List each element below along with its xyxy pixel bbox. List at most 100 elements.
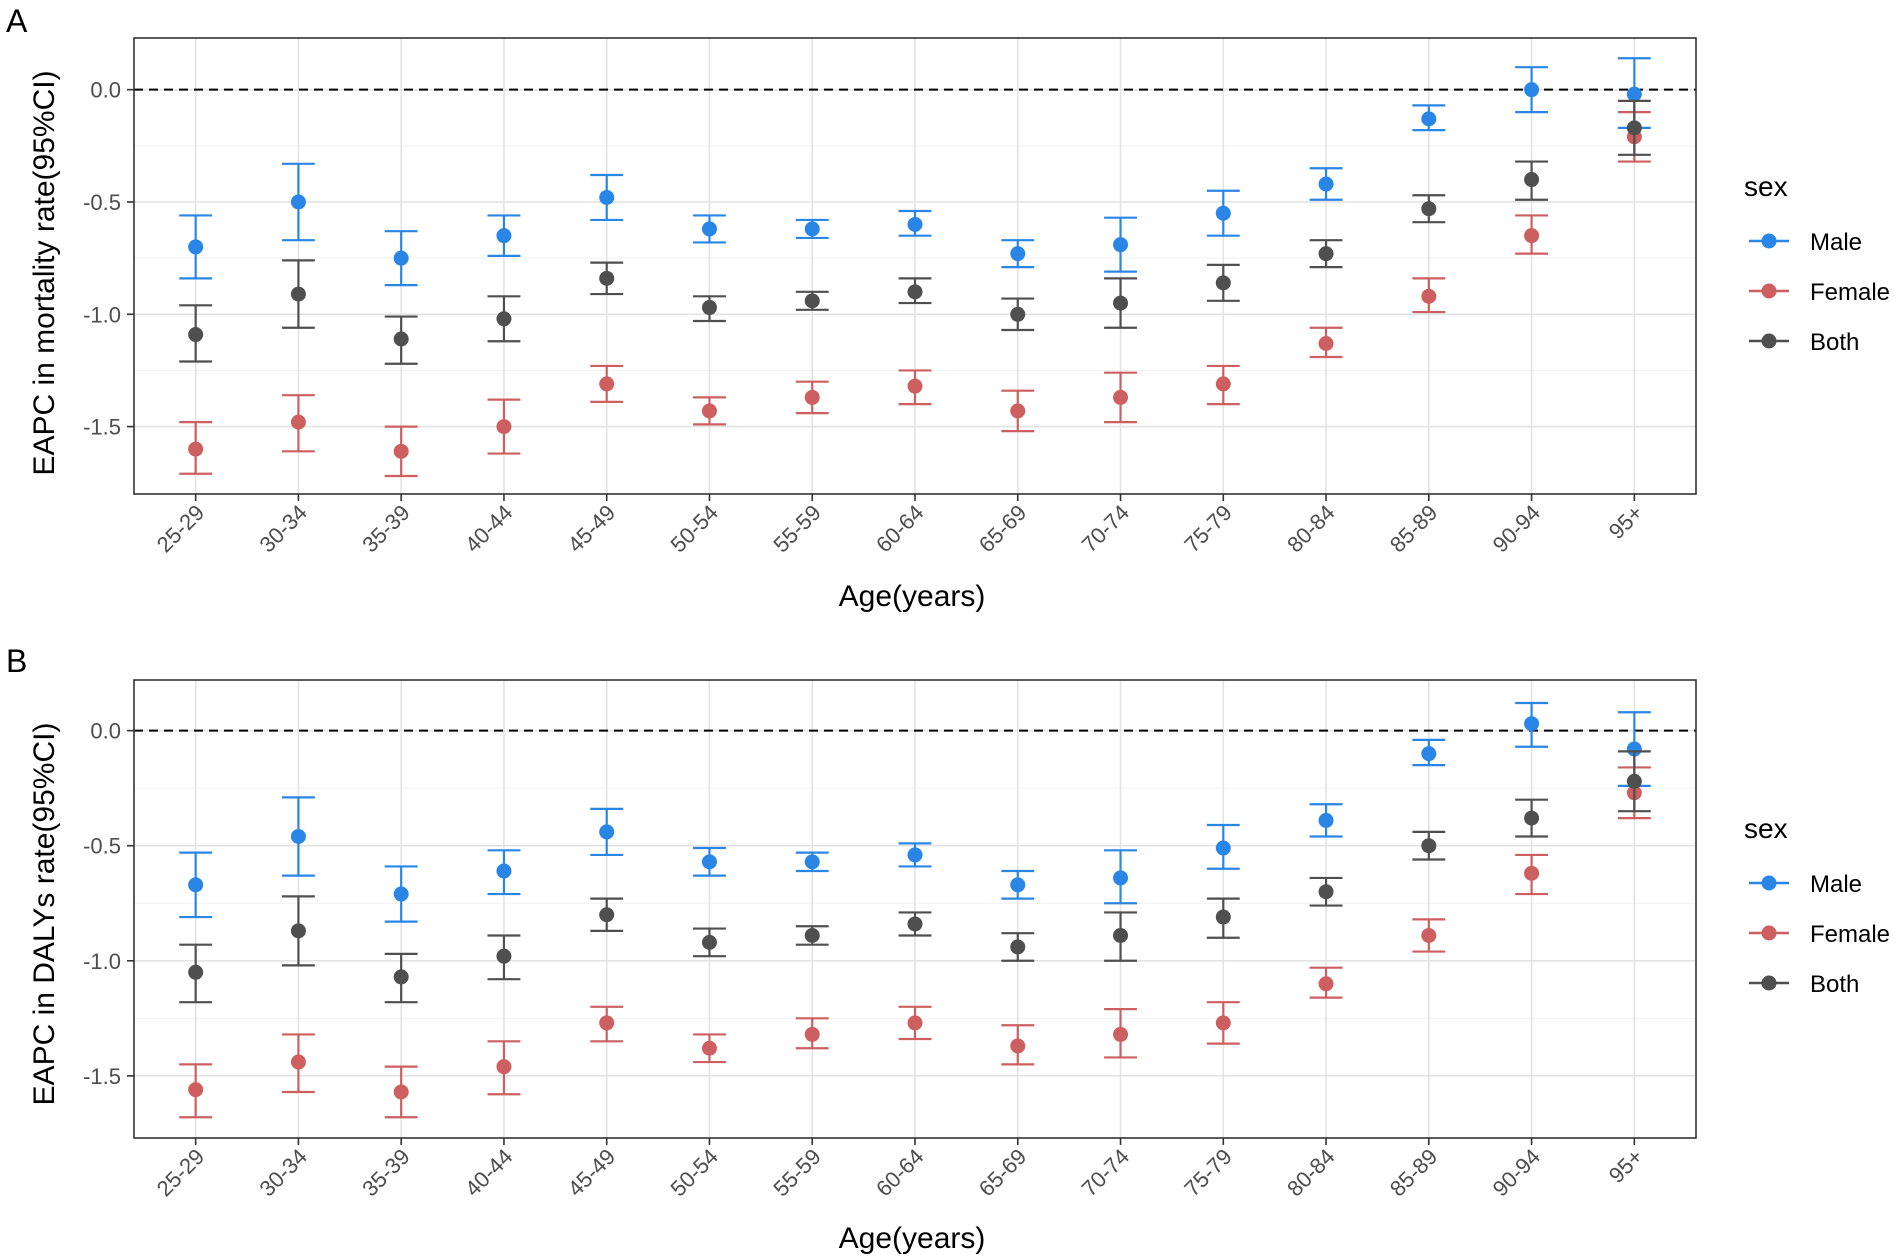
panel-a-tag: A <box>6 3 28 39</box>
panel-a-male-point <box>1626 86 1642 102</box>
panel-a-both-point <box>907 284 923 300</box>
panel-a-both-point <box>1010 306 1026 322</box>
legend-b-label: Male <box>1810 871 1862 898</box>
panel-b-x-tick-label: 25-29 <box>152 1144 209 1201</box>
panel-b-x-tick-label: 70-74 <box>1077 1144 1134 1201</box>
panel-a-male-point <box>907 216 923 232</box>
panel-a-male-point <box>599 189 615 205</box>
panel-a-male-point <box>701 221 717 237</box>
panel-b-female-point <box>1113 1026 1129 1042</box>
panel-b-male-point <box>496 863 512 879</box>
panel-b-male-point <box>701 854 717 870</box>
panel-a-plot-area: 0.0 -0.5 -1.0 -1.5 25-29 30-34 35-39 40-44 45-49… <box>83 37 1697 557</box>
panel-b-male-point <box>1421 746 1437 762</box>
legend-a-key-female: Female <box>1749 279 1890 306</box>
legend-b-key-male: Male <box>1749 871 1862 898</box>
panel-a-y-axis-title: EAPC in mortality rate(95%CI) <box>28 70 61 475</box>
panel-b-x-tick-label: 45-49 <box>563 1144 620 1201</box>
panel-b-both-point <box>393 969 409 985</box>
panel-b-male-point <box>599 824 615 840</box>
legend-b-label: Female <box>1810 921 1890 948</box>
panel-a-female-point <box>496 419 512 435</box>
panel-a-both-point <box>188 327 204 343</box>
panel-a-male-point <box>188 239 204 255</box>
panel-a-x-tick-label: 90-94 <box>1488 500 1545 557</box>
panel-b-both-point <box>1421 838 1437 854</box>
panel-b-both-point <box>907 916 923 932</box>
legend-a-label: Female <box>1810 279 1890 306</box>
panel-a-y-tick-label: -0.5 <box>83 190 121 215</box>
panel-a-x-tick-label: 80-84 <box>1282 500 1339 557</box>
panel-b-female-point <box>599 1015 615 1031</box>
panel-b-male-point <box>1010 877 1026 893</box>
panel-b-x-tick-label: 90-94 <box>1488 1144 1545 1201</box>
panel-a-female-point <box>1318 335 1334 351</box>
panel-a-female-point <box>599 376 615 392</box>
panel-b-male-point <box>188 877 204 893</box>
panel-a-x-tick-label: 30-34 <box>254 500 311 557</box>
panel-a-both-point <box>496 311 512 327</box>
panel-a-x-tick-label: 85-89 <box>1385 500 1442 557</box>
panel-a-female-point <box>393 443 409 459</box>
panel-b-both-point <box>188 964 204 980</box>
legend-b: sex Male Female Both <box>1744 813 1890 998</box>
panel-b-both-point <box>290 923 306 939</box>
panel-b-x-tick-label: 95+ <box>1604 1144 1648 1188</box>
panel-b-y-tick-label: 0.0 <box>90 719 121 744</box>
panel-a-male-point <box>1010 246 1026 262</box>
panel-a-female-point <box>907 378 923 394</box>
legend-a-label: Both <box>1810 329 1859 356</box>
panel-a-female-point <box>804 389 820 405</box>
panel-b-male-point <box>393 886 409 902</box>
panel-b-female-point <box>804 1026 820 1042</box>
panel-a-male-point <box>290 194 306 210</box>
panel-a-y-tick-label: 0.0 <box>90 78 121 103</box>
panel-a-both-point <box>701 300 717 316</box>
panel-b-female-point <box>1524 865 1540 881</box>
legend-b-key-both: Both <box>1749 971 1859 998</box>
legend-a: sex Male Female Both <box>1744 171 1890 356</box>
panel-b-y-axis-title: EAPC in DALYs rate(95%CI) <box>28 723 61 1106</box>
panel-a-x-tick-label: 55-59 <box>768 500 825 557</box>
panel-b-female-point <box>907 1015 923 1031</box>
panel-b-x-tick-label: 35-39 <box>357 1144 414 1201</box>
panel-a: A EAPC in mortality rate(95%CI) Age(year… <box>6 3 1697 613</box>
panel-a-both-point <box>1113 295 1129 311</box>
panel-a-x-axis-title: Age(years) <box>839 580 986 613</box>
panel-a-female-point <box>290 414 306 430</box>
panel-b-male-point <box>1524 716 1540 732</box>
panel-a-y-tick-label: -1.5 <box>83 415 121 440</box>
panel-a-male-point <box>1113 237 1129 253</box>
panel-b-male-point <box>1113 870 1129 886</box>
panel-b-female-point <box>1215 1015 1231 1031</box>
legend-b-key-female: Female <box>1749 921 1890 948</box>
panel-a-female-point <box>188 441 204 457</box>
panel-a-male-point <box>393 250 409 266</box>
panel-b-male-point <box>804 854 820 870</box>
panel-b-female-point <box>188 1082 204 1098</box>
panel-b-x-tick-label: 40-44 <box>460 1144 517 1201</box>
panel-b-y-tick-label: -1.5 <box>83 1064 121 1089</box>
panel-a-y-tick-label: -1.0 <box>83 302 121 327</box>
legend-a-key-male: Male <box>1749 229 1862 256</box>
panel-a-x-tick-label: 35-39 <box>357 500 414 557</box>
panel-a-x-tick-label: 75-79 <box>1179 500 1236 557</box>
panel-a-female-point <box>1421 288 1437 304</box>
panel-b-x-tick-label: 50-54 <box>666 1144 723 1201</box>
panel-b-both-point <box>804 927 820 943</box>
panel-b-female-point <box>496 1059 512 1075</box>
panel-b-both-point <box>1215 909 1231 925</box>
panel-a-female-point <box>1524 228 1540 244</box>
legend-a-key-both: Both <box>1749 329 1859 356</box>
panel-b-both-point <box>1318 884 1334 900</box>
panel-a-female-point <box>1010 403 1026 419</box>
panel-b-male-point <box>907 847 923 863</box>
panel-b-male-point <box>1215 840 1231 856</box>
panel-a-x-tick-label: 40-44 <box>460 500 517 557</box>
panel-a-x-tick-label: 50-54 <box>666 500 723 557</box>
panel-a-x-tick-label: 95+ <box>1604 500 1648 544</box>
panel-b-x-tick-label: 55-59 <box>768 1144 825 1201</box>
panel-a-x-tick-label: 60-64 <box>871 500 928 557</box>
panel-b-y-tick-label: -0.5 <box>83 834 121 859</box>
